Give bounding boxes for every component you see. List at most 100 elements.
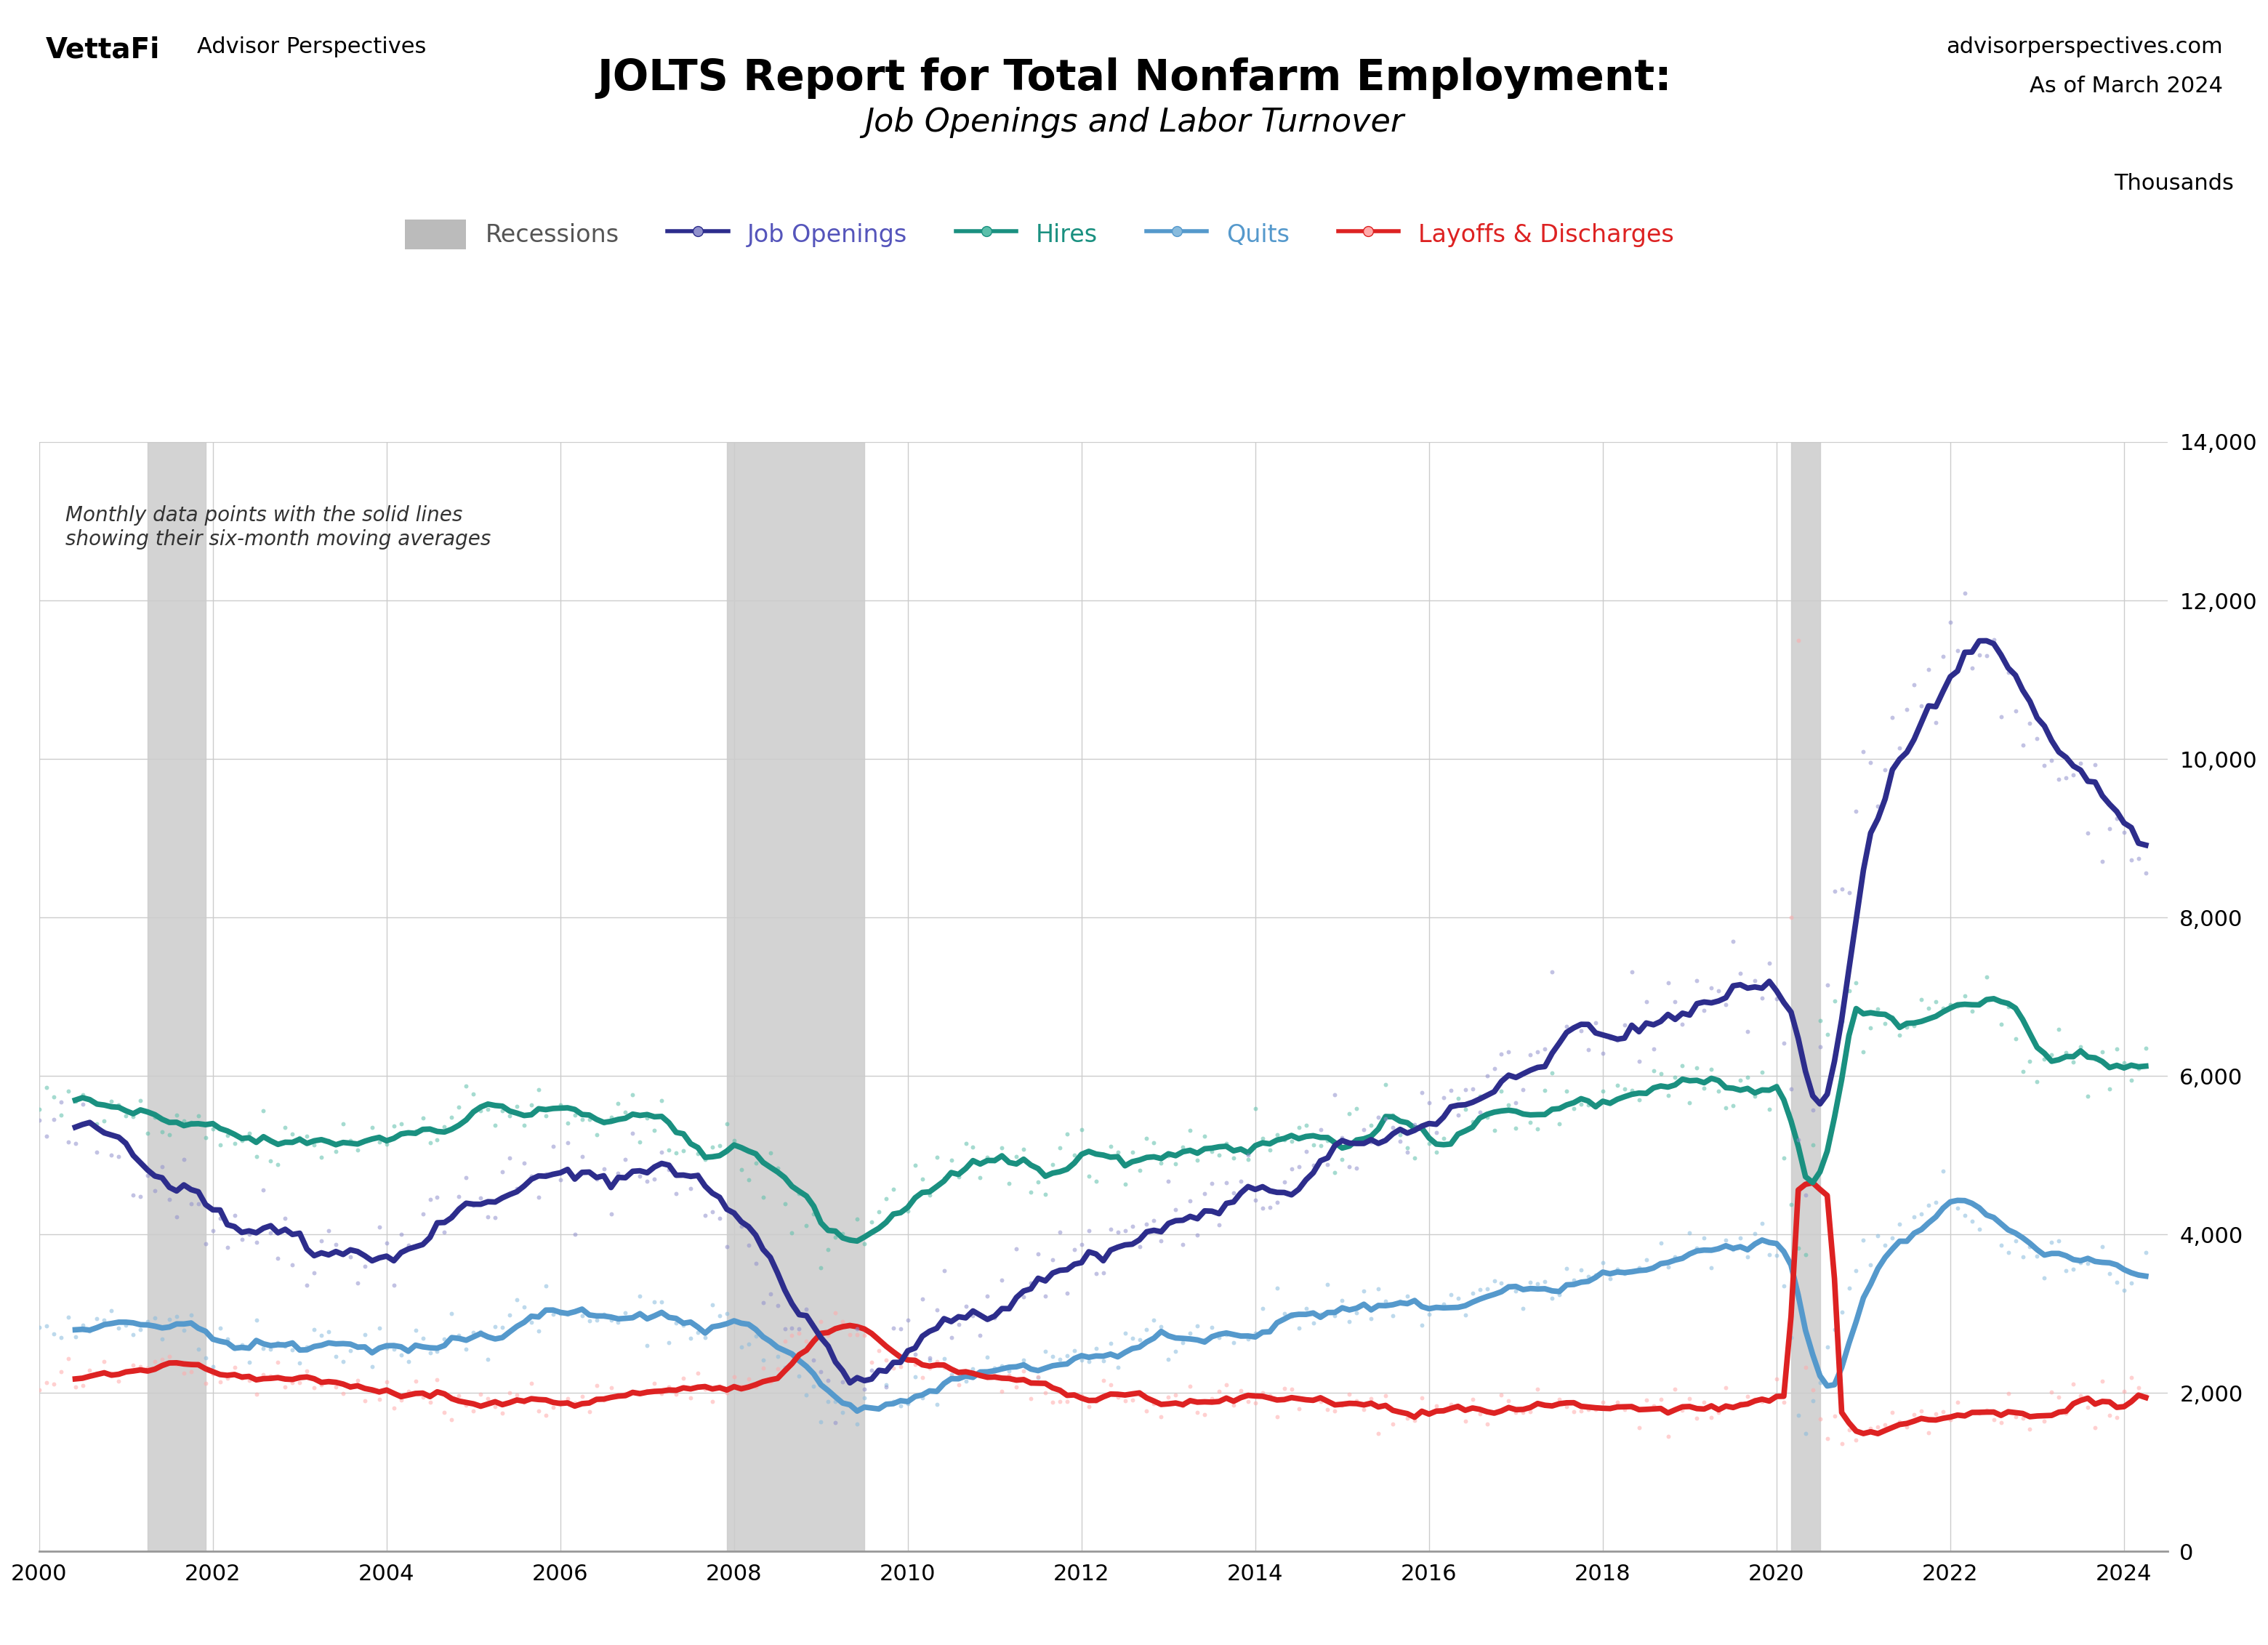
Point (1810, 1022, 1846, 1048)
Point (1229, 1147, 1266, 1173)
Point (717, 1364, 753, 1390)
Point (2025, 1265, 2062, 1291)
Point (1476, 1400, 1513, 1426)
Point (143, 1119, 179, 1145)
Point (476, 1313, 513, 1339)
Point (1506, 1398, 1542, 1425)
Point (1975, 1204, 2012, 1230)
Point (1513, 1109, 1549, 1135)
Point (1533, 1059, 1569, 1086)
Point (1404, 1115, 1440, 1142)
Point (43, 1324, 79, 1351)
Point (1837, 971, 1873, 997)
Point (288, 1334, 324, 1360)
Point (1585, 1077, 1622, 1104)
Point (1846, 1227, 1882, 1253)
Point (1939, 638, 1975, 665)
Point (73, 1086, 109, 1112)
Point (209, 1326, 245, 1352)
Point (978, 1355, 1014, 1382)
Point (1801, 1033, 1837, 1059)
Point (1744, 1209, 1780, 1235)
Point (1048, 1120, 1084, 1147)
Point (1889, 696, 1926, 722)
Point (225, 1332, 261, 1359)
Point (1157, 1382, 1193, 1408)
Point (413, 1339, 449, 1365)
Point (1331, 1101, 1368, 1127)
Point (978, 1148, 1014, 1175)
Point (2098, 1270, 2134, 1296)
Point (1658, 1064, 1694, 1091)
Point (179, 1351, 215, 1377)
Point (1447, 1408, 1483, 1434)
Point (1390, 1138, 1427, 1165)
Point (1048, 1342, 1084, 1369)
Text: VettaFi: VettaFi (45, 36, 159, 64)
Point (179, 1336, 215, 1362)
Point (1070, 1393, 1107, 1420)
Point (796, 1372, 832, 1398)
Point (1288, 1138, 1325, 1165)
Point (426, 1326, 463, 1352)
Point (1440, 1102, 1476, 1128)
Point (1794, 1097, 1830, 1124)
Point (730, 1365, 767, 1392)
Point (86, 1349, 122, 1375)
Point (2048, 1040, 2084, 1066)
Point (1222, 1377, 1259, 1403)
Point (116, 1352, 152, 1379)
Point (1701, 1077, 1737, 1104)
Point (1259, 1122, 1295, 1148)
Point (948, 1369, 984, 1395)
Point (608, 1099, 644, 1125)
Point (463, 1097, 499, 1124)
Point (1794, 1377, 1830, 1403)
Point (1998, 1227, 2034, 1253)
Point (723, 1334, 760, 1360)
Point (1758, 1073, 1794, 1099)
Point (252, 1148, 288, 1175)
Point (519, 1076, 556, 1102)
Point (1021, 1364, 1057, 1390)
Point (773, 1219, 810, 1245)
Point (2019, 1069, 2055, 1096)
Point (1424, 1084, 1461, 1110)
Point (1166, 1133, 1202, 1160)
Point (882, 1393, 919, 1420)
Point (225, 1226, 261, 1252)
Point (674, 1326, 710, 1352)
Point (723, 1374, 760, 1400)
Point (658, 1140, 694, 1166)
Point (1021, 1364, 1057, 1390)
Point (469, 1385, 506, 1411)
Point (288, 1357, 324, 1383)
Point (1787, 1420, 1823, 1446)
Point (1325, 1286, 1361, 1313)
Point (485, 1097, 522, 1124)
Point (1830, 880, 1867, 906)
Point (1077, 1388, 1114, 1415)
Point (109, 1128, 145, 1155)
Point (737, 1323, 773, 1349)
Point (839, 1321, 875, 1347)
Point (122, 1354, 159, 1380)
Point (991, 1295, 1027, 1321)
Point (20, 1096, 57, 1122)
Point (79, 1306, 116, 1332)
Point (1005, 1283, 1041, 1309)
Point (1266, 1127, 1302, 1153)
Point (853, 1357, 889, 1383)
Point (1579, 1397, 1615, 1423)
Point (896, 1351, 932, 1377)
Point (136, 1104, 172, 1130)
Point (1259, 1275, 1295, 1301)
Point (476, 1393, 513, 1420)
Bar (1792, 443, 1819, 1551)
Point (585, 1301, 621, 1328)
Point (687, 1147, 723, 1173)
Point (79, 1110, 116, 1137)
Point (1361, 1421, 1397, 1448)
Point (1166, 1329, 1202, 1355)
Point (565, 1383, 601, 1410)
